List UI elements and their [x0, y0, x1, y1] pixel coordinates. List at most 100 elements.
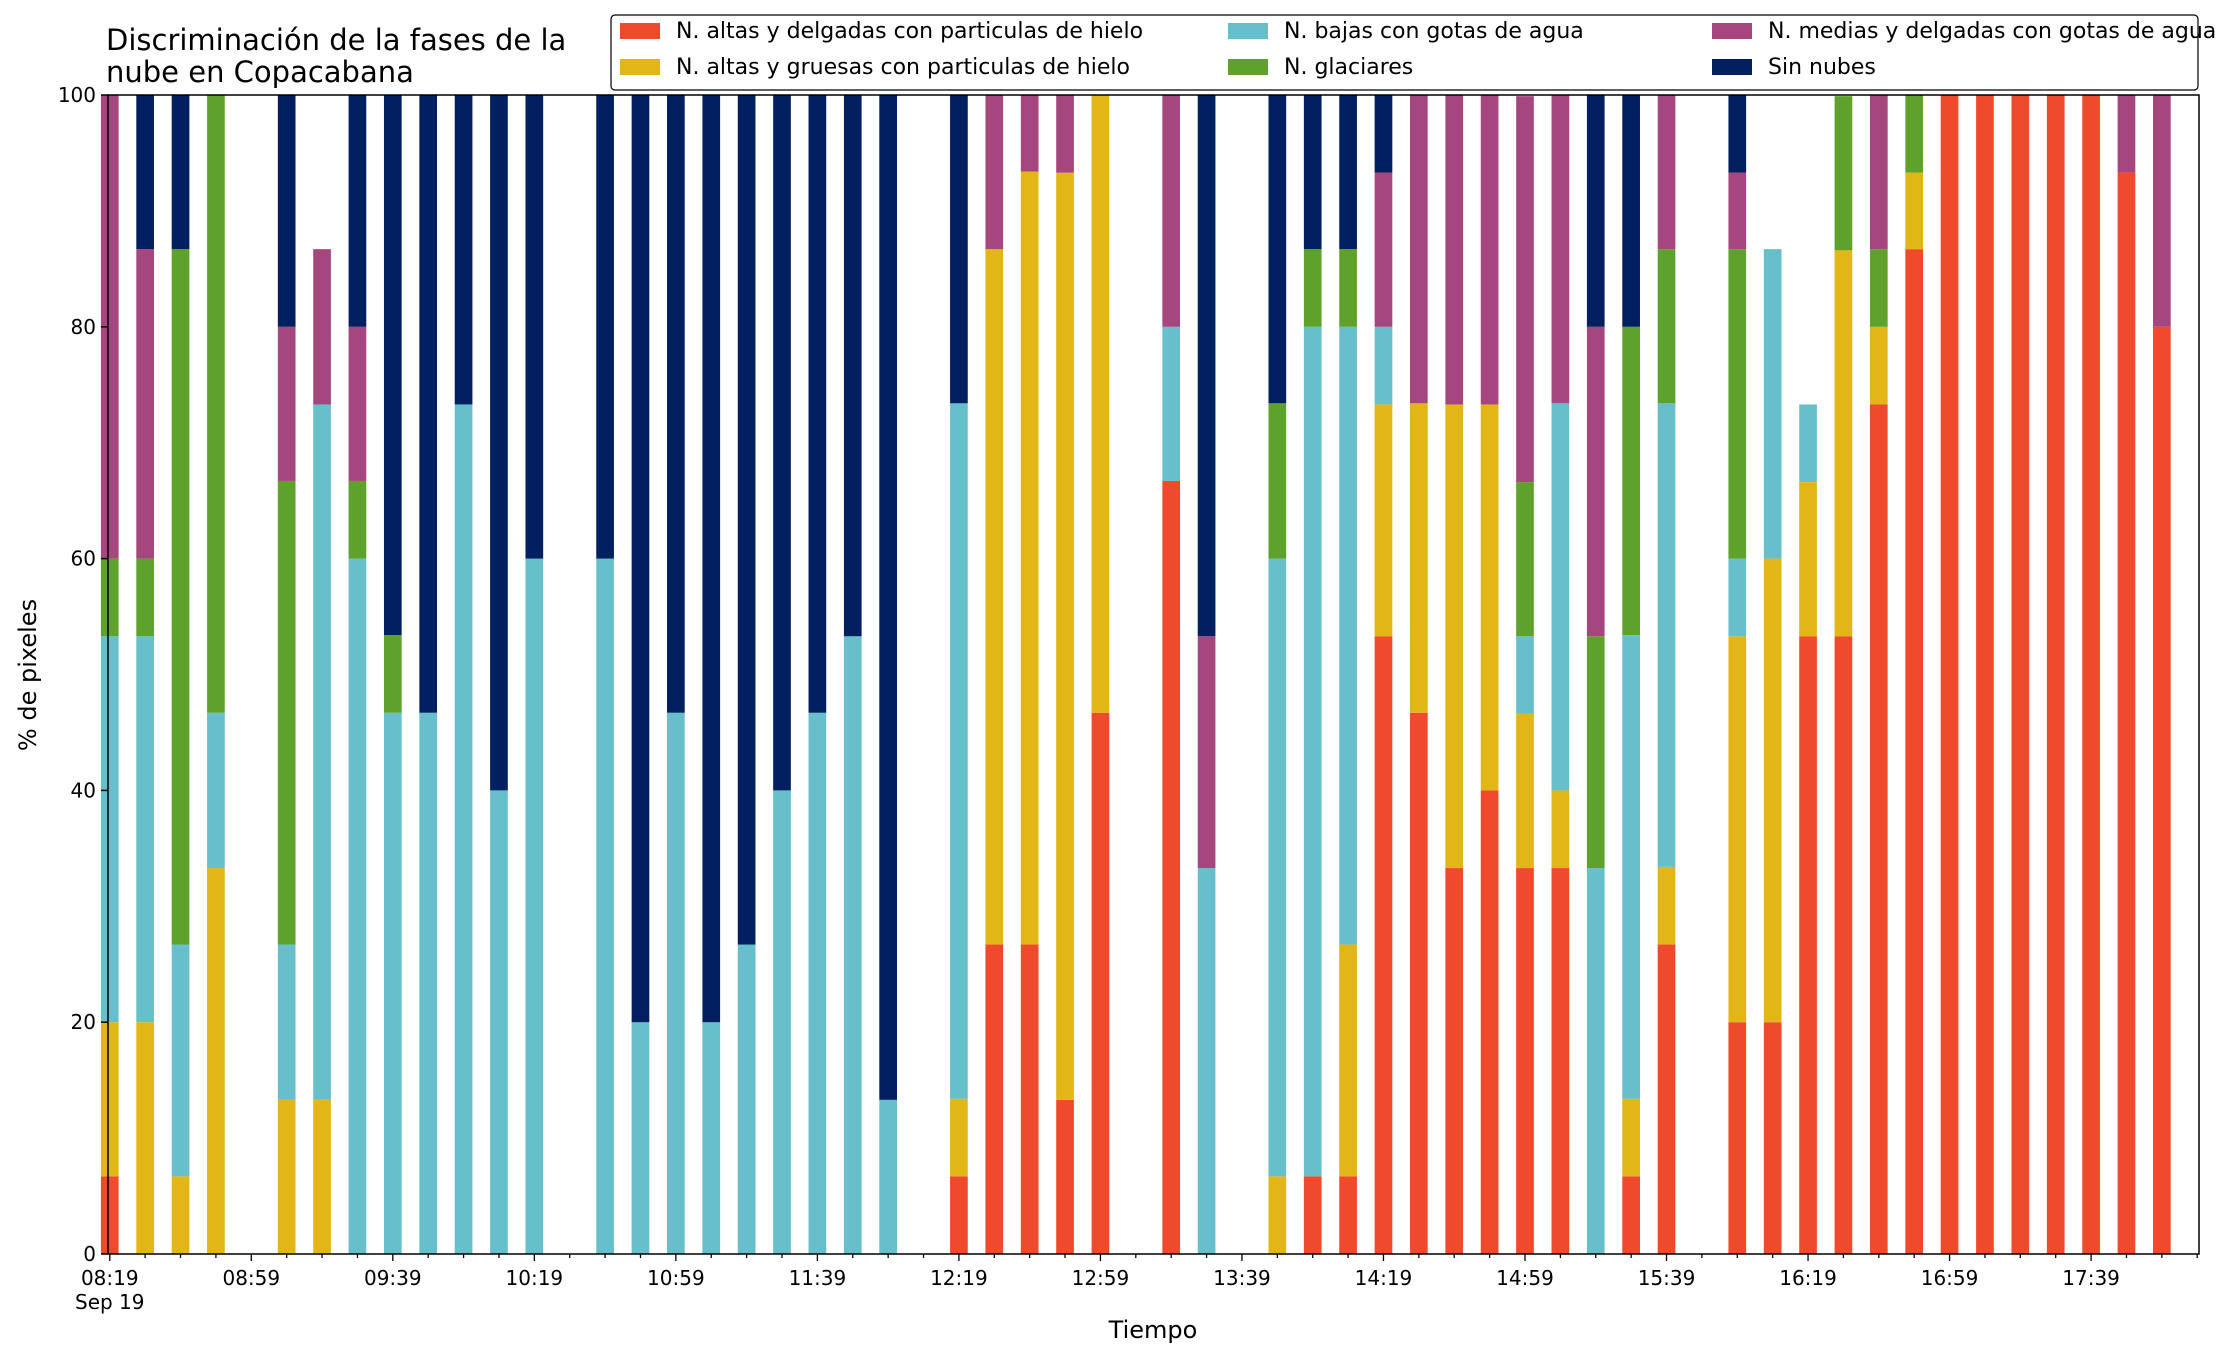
x-tick-label: 13:39	[1213, 1266, 1271, 1290]
bar-segment-s0-1429	[1410, 712, 1428, 1254]
bar-segment-s1-0919	[313, 1099, 331, 1254]
bar-segment-s0-1609	[1763, 1022, 1782, 1254]
bar-segment-s1-1639	[1869, 326, 1888, 405]
bar-segment-s1-1259	[1091, 95, 1110, 713]
bar-segment-s3-0829	[136, 558, 154, 637]
bar-segment-s5-1109	[702, 95, 721, 1023]
bar-segment-s2-1529	[1622, 635, 1640, 1099]
y-axis-label: % de pixeles	[14, 599, 42, 751]
bar-segment-s4-1249	[1056, 95, 1074, 173]
bar-segment-s2-1609	[1763, 249, 1782, 559]
bar-segment-s0-1719	[2011, 95, 2030, 1254]
bar-segment-s2-1129	[773, 790, 791, 1254]
bar-segment-s2-1329	[1197, 868, 1216, 1254]
x-tick-label: 15:39	[1638, 1266, 1696, 1290]
bar-segment-s3-0849	[207, 95, 225, 713]
bar-segment-s3-0819	[100, 558, 119, 637]
bar-segment-s5-1329	[1197, 95, 1216, 637]
bar-segment-s2-1039	[596, 558, 614, 1254]
bar-segment-s3-1359	[1303, 249, 1322, 327]
bar-segment-s4-1239	[1020, 95, 1039, 172]
bar-segment-s5-1129	[773, 95, 791, 791]
bar-segment-s2-1319	[1162, 326, 1181, 481]
bar-segment-s5-1559	[1728, 95, 1747, 173]
bar-segment-s3-1349	[1268, 403, 1287, 559]
bar-segment-s0-1259	[1091, 712, 1110, 1254]
x-tick-label: 14:59	[1496, 1266, 1554, 1290]
bar-segment-s0-1439	[1445, 868, 1464, 1254]
y-tick-label: 20	[71, 1010, 96, 1034]
bar-segment-s0-1249	[1056, 1099, 1074, 1254]
bar-segment-s2-1009	[490, 790, 508, 1254]
x-tick-label: 11:39	[789, 1266, 847, 1290]
bar-segment-s3-1559	[1728, 249, 1747, 559]
bar-segment-s0-1739	[2082, 95, 2100, 1254]
bar-segment-s0-1649	[1905, 249, 1924, 1254]
bar-segment-s4-0909	[277, 326, 296, 481]
bar-segment-s3-1519	[1586, 636, 1605, 869]
bar-segment-s5-1119	[737, 95, 756, 945]
bar-segment-s5-1049	[631, 95, 650, 1023]
bar-segment-s0-1229	[985, 944, 1004, 1254]
bar-segment-s1-0819	[100, 1022, 119, 1177]
bar-segment-s2-1219	[950, 403, 968, 1099]
bar-segment-s0-1219	[950, 1176, 968, 1254]
bar-segment-s2-0939	[383, 712, 402, 1254]
bar-segment-s0-1729	[2046, 95, 2065, 1254]
legend: N. altas y delgadas con particulas de hi…	[610, 14, 2216, 91]
bar-segment-s2-0909	[277, 944, 296, 1100]
bar-segment-s4-1759	[2153, 95, 2171, 327]
bar-segment-s1-0849	[207, 868, 225, 1254]
bar-segment-s2-0819	[100, 636, 119, 1023]
bar-segment-s1-1349	[1268, 1176, 1287, 1254]
bar-segment-s5-1159	[879, 95, 897, 1100]
bar-segment-s2-1559	[1728, 558, 1747, 637]
bar-segment-s2-1539	[1657, 403, 1676, 867]
y-tick-label: 100	[58, 83, 96, 107]
x-axis-label: Tiempo	[1108, 1316, 1198, 1344]
chart-title-line-1: Discriminación de la fases de la	[106, 23, 566, 57]
bar-segment-s4-1559	[1728, 172, 1747, 250]
bar-segment-s5-0939	[383, 95, 402, 636]
bar-segment-s5-1409	[1339, 95, 1357, 250]
bar-segment-s2-1359	[1303, 326, 1322, 1177]
legend-label: N. altas y delgadas con particulas de hi…	[676, 19, 1143, 44]
bar-segment-s2-1459	[1516, 636, 1534, 714]
bar-segment-s1-0839	[171, 1176, 190, 1254]
bar-segment-s3-1649	[1905, 95, 1924, 173]
y-tick-label: 0	[83, 1242, 96, 1266]
bar-segment-s5-1019	[525, 95, 544, 559]
bar-segment-s4-1419	[1374, 172, 1393, 327]
bar-segment-s0-1319	[1162, 480, 1181, 1254]
x-tick-label: 12:19	[930, 1266, 988, 1290]
legend-swatch	[620, 59, 660, 75]
x-tick-sublabel: Sep 19	[75, 1290, 145, 1314]
bar-segment-s1-1529	[1622, 1098, 1640, 1177]
bar-segment-s4-0829	[136, 249, 154, 559]
y-tick-label: 60	[71, 547, 96, 571]
bar-segment-s2-1519	[1586, 868, 1605, 1254]
bar-segment-s0-1749	[2117, 172, 2136, 1254]
bar-segment-s5-1059	[667, 95, 685, 713]
bar-segment-s2-1139	[808, 712, 827, 1254]
bar-segment-s4-1449	[1480, 95, 1499, 405]
bar-segment-s5-0949	[419, 95, 438, 713]
bar-segment-s2-1019	[525, 558, 544, 1254]
bar-segment-s5-0829	[136, 95, 154, 250]
bar-segment-s3-0929	[348, 480, 367, 559]
x-tick-label: 08:59	[222, 1266, 280, 1290]
x-tick-label: 10:59	[647, 1266, 705, 1290]
bar-segment-s0-1459	[1516, 868, 1534, 1254]
bar-segment-s3-1629	[1834, 96, 1853, 251]
bar-segment-s1-1559	[1728, 636, 1747, 1023]
x-tick-label: 09:39	[364, 1266, 422, 1290]
bar-segment-s2-1149	[843, 636, 862, 1254]
bar-segment-s3-1459	[1516, 482, 1534, 637]
bar-segment-s4-1459	[1516, 96, 1534, 483]
bar-segment-s4-1639	[1869, 95, 1888, 250]
bar-segment-s2-1619	[1799, 404, 1817, 483]
bar-segment-s4-1229	[985, 95, 1004, 250]
bar-segment-s2-1049	[631, 1022, 650, 1254]
legend-swatch	[1712, 59, 1752, 75]
